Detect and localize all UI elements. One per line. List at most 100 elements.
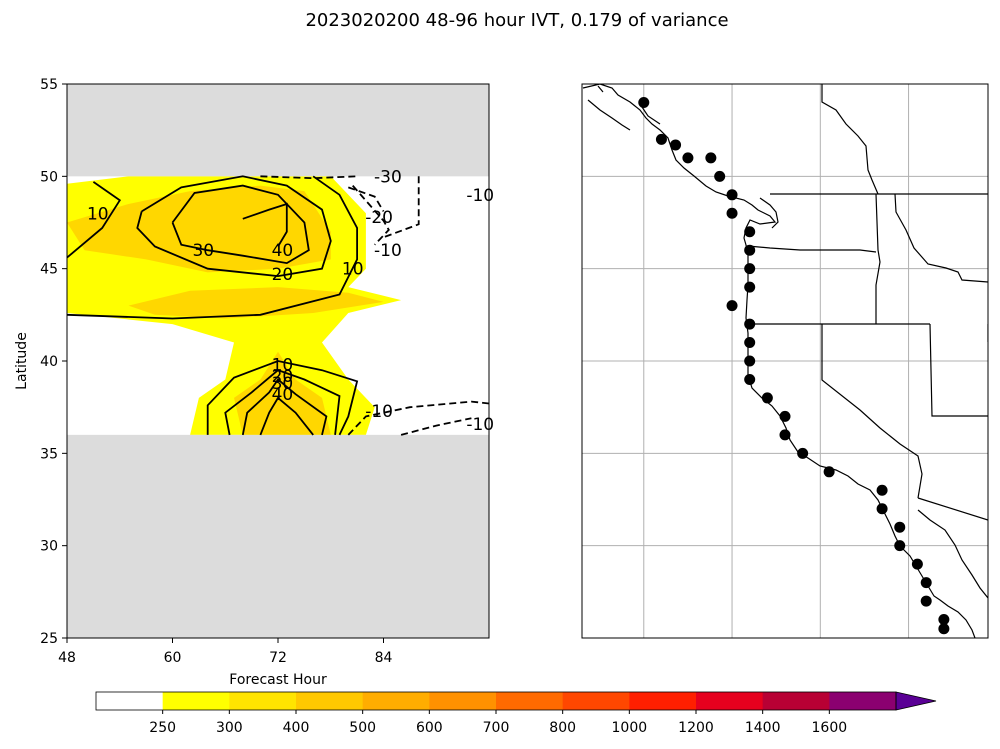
- map-point: [744, 263, 756, 275]
- contour-line: [352, 185, 390, 246]
- colorbar-swatch: [229, 692, 297, 710]
- colorbar-tick-label: 300: [216, 720, 243, 736]
- masked-region: [67, 84, 489, 177]
- arizona-border: [917, 497, 988, 521]
- contour-line: [67, 175, 359, 320]
- left-y-axis-label: Latitude: [14, 332, 30, 390]
- right-map-panel: [581, 83, 989, 639]
- contour-label: -10: [374, 241, 402, 261]
- y-tick-label: 40: [40, 354, 58, 370]
- map-point: [876, 484, 888, 496]
- contour-line: [348, 186, 385, 212]
- map-point: [779, 429, 791, 441]
- map-point: [705, 152, 717, 164]
- colorbar-tick-label: 250: [149, 720, 176, 736]
- contour-label: -10: [466, 415, 494, 435]
- contour-label: 10: [87, 204, 109, 224]
- colorbar-tick-label: 1600: [812, 720, 848, 736]
- contour-label: -20: [365, 208, 393, 228]
- colorbar-swatch: [496, 692, 564, 710]
- california-nevada-border: [821, 324, 923, 499]
- map-point: [911, 558, 923, 570]
- map-point: [670, 139, 682, 151]
- map-point: [938, 623, 950, 635]
- contour-label: 20: [272, 367, 294, 387]
- map-point: [744, 244, 756, 256]
- colorbar-swatch: [696, 692, 764, 710]
- contour-line: [171, 184, 310, 265]
- colorbar-tick-label: 1000: [612, 720, 648, 736]
- contour-line: [241, 378, 328, 436]
- y-tick-label: 45: [40, 262, 58, 278]
- contour-label: -10: [466, 186, 494, 206]
- map-point: [638, 96, 650, 108]
- map-point: [744, 318, 756, 330]
- contour-line: [347, 400, 489, 436]
- y-tick-label: 55: [40, 77, 58, 93]
- contour-label: 40: [272, 241, 294, 261]
- y-tick-label: 50: [40, 169, 58, 185]
- colorbar-tick-label: 400: [283, 720, 310, 736]
- idaho-border: [875, 193, 881, 324]
- gulf-of-california-coast: [917, 509, 988, 599]
- colorbar-swatch: [829, 692, 897, 710]
- map-point: [744, 226, 756, 238]
- map-point: [744, 373, 756, 385]
- map-point: [714, 170, 726, 182]
- contour-line: [400, 417, 472, 436]
- colorbar-extend-arrow: [895, 691, 937, 711]
- colorbar-tick-label: 1400: [745, 720, 781, 736]
- contour-line: [242, 202, 288, 247]
- colorbar-swatch: [629, 692, 697, 710]
- bc-alberta-border: [821, 84, 879, 195]
- ivt-filled-region-300: [234, 351, 331, 435]
- contour-label: 40: [272, 385, 294, 405]
- map-point: [682, 152, 694, 164]
- map-point: [797, 447, 809, 459]
- map-point: [744, 355, 756, 367]
- x-tick-label: 60: [164, 650, 182, 666]
- colorbar-swatch: [296, 692, 364, 710]
- puget-sound-coast: [759, 197, 779, 229]
- x-tick-label: 84: [375, 650, 393, 666]
- map-point: [761, 392, 773, 404]
- map-point: [726, 189, 738, 201]
- ivt-filled-region-300: [128, 287, 384, 319]
- map-frame: [581, 83, 989, 639]
- colorbar-swatch: [762, 692, 830, 710]
- ivt-filled-region-300: [67, 185, 331, 273]
- contour-line: [67, 181, 122, 259]
- y-tick-label: 35: [40, 446, 58, 462]
- map-point: [744, 281, 756, 293]
- contour-line: [224, 369, 341, 436]
- map-point: [876, 503, 888, 515]
- map-point: [920, 595, 932, 607]
- left-x-axis-label: Forecast Hour: [229, 672, 327, 688]
- colorbar-tick-label: 600: [416, 720, 443, 736]
- map-point: [920, 577, 932, 589]
- colorbar: 250 300 400 500 600 700 800 1000 1200 1400 1600: [95, 691, 937, 736]
- masked-region: [67, 434, 489, 638]
- colorbar-swatch: [96, 692, 164, 710]
- colorbar-swatch: [362, 692, 430, 710]
- y-tick-label: 25: [40, 631, 58, 647]
- bc-island-coast: [587, 85, 661, 131]
- contour-line: [259, 396, 314, 436]
- contour-label: 30: [272, 374, 294, 394]
- contour-label: 20: [272, 265, 294, 285]
- contour-label: 30: [192, 241, 214, 261]
- colorbar-tick-label: 700: [483, 720, 510, 736]
- map-point: [726, 207, 738, 219]
- idaho-montana-border: [894, 193, 988, 283]
- x-tick-label: 48: [58, 650, 76, 666]
- map-point: [894, 540, 906, 552]
- contour-label: 10: [342, 260, 364, 280]
- contour-label: 10: [272, 356, 294, 376]
- map-point: [823, 466, 835, 478]
- x-tick-label: 72: [269, 650, 287, 666]
- colorbar-tick-label: 500: [349, 720, 376, 736]
- map-point: [779, 410, 791, 422]
- contour-label: -30: [374, 167, 402, 187]
- colorbar-tick-label: 800: [549, 720, 576, 736]
